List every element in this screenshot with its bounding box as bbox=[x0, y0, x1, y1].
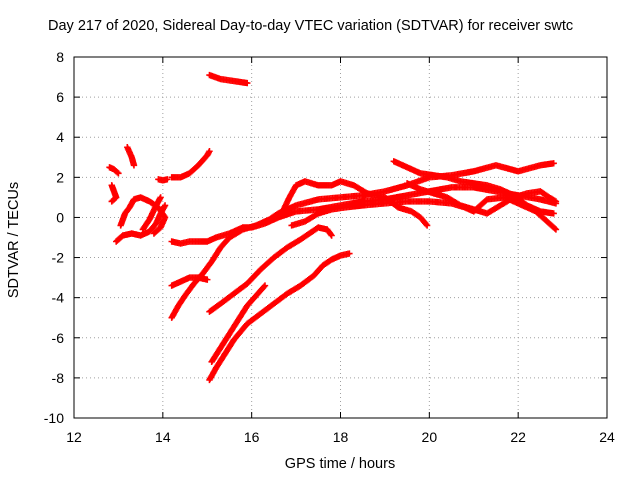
data-point-marker bbox=[161, 202, 169, 209]
series-arc-b bbox=[108, 182, 120, 205]
y-tick-label: -4 bbox=[52, 290, 65, 306]
y-tick-label: 8 bbox=[56, 49, 64, 65]
series-arc-d bbox=[112, 202, 169, 245]
series-arc-m bbox=[206, 224, 335, 315]
data-point-marker bbox=[164, 176, 171, 183]
series-arc-e bbox=[117, 194, 169, 237]
series-arc-h bbox=[168, 148, 213, 181]
x-tick-label: 20 bbox=[422, 429, 438, 445]
x-tick-label: 12 bbox=[66, 429, 82, 445]
data-point-marker bbox=[244, 79, 251, 87]
y-tick-label: 4 bbox=[56, 129, 64, 145]
x-axis-label: GPS time / hours bbox=[284, 456, 396, 472]
data-point-marker bbox=[552, 226, 560, 233]
data-point-marker bbox=[206, 148, 213, 155]
grid-lines bbox=[74, 57, 607, 418]
data-point-marker bbox=[204, 276, 211, 283]
x-tick-label: 18 bbox=[333, 429, 349, 445]
series-arc-n bbox=[208, 282, 269, 366]
series-arc-o bbox=[206, 250, 353, 384]
data-point-marker bbox=[551, 197, 558, 204]
series-arc-l bbox=[206, 71, 251, 87]
y-tick-label: -10 bbox=[44, 410, 64, 426]
y-tick-label: 6 bbox=[56, 89, 64, 105]
series-arc-f bbox=[139, 194, 164, 233]
data-point-marker bbox=[115, 170, 122, 177]
data-point-marker bbox=[108, 198, 115, 205]
series-arc-g bbox=[155, 176, 171, 184]
series-arc-a bbox=[106, 164, 122, 177]
data-point-marker bbox=[550, 210, 557, 217]
x-tick-label: 16 bbox=[244, 429, 260, 445]
x-tick-label: 24 bbox=[599, 429, 615, 445]
series-arc-p bbox=[279, 178, 431, 229]
y-tick-label: -8 bbox=[52, 370, 65, 386]
data-point-marker bbox=[261, 282, 269, 289]
chart-title: Day 217 of 2020, Sidereal Day-to-day VTE… bbox=[48, 18, 574, 34]
data-point-marker bbox=[109, 197, 117, 204]
y-tick-label: -6 bbox=[52, 330, 65, 346]
y-tick-label: -2 bbox=[52, 250, 65, 266]
data-point-marker bbox=[327, 231, 334, 238]
data-point-marker bbox=[150, 230, 158, 237]
data-point-marker bbox=[130, 162, 138, 169]
x-tick-label: 14 bbox=[155, 429, 171, 445]
data-point-marker bbox=[114, 169, 121, 176]
x-tick-label: 22 bbox=[510, 429, 526, 445]
series-arc-k bbox=[168, 160, 557, 321]
y-tick-label: 2 bbox=[56, 169, 64, 185]
data-marks bbox=[106, 71, 560, 384]
data-point-marker bbox=[157, 194, 164, 201]
y-tick-label: 0 bbox=[56, 209, 64, 225]
data-point-marker bbox=[551, 225, 559, 232]
data-point-marker bbox=[328, 232, 335, 239]
data-point-marker bbox=[552, 198, 560, 205]
data-point-marker bbox=[550, 160, 557, 167]
data-point-marker bbox=[346, 250, 353, 257]
data-point-marker bbox=[423, 222, 431, 229]
data-point-marker bbox=[151, 229, 159, 236]
data-point-marker bbox=[260, 283, 268, 290]
y-axis-label: SDTVAR / TECUs bbox=[6, 181, 22, 299]
series-arc-c bbox=[124, 144, 138, 169]
data-point-marker bbox=[422, 221, 430, 228]
series-arc-s bbox=[403, 180, 560, 217]
